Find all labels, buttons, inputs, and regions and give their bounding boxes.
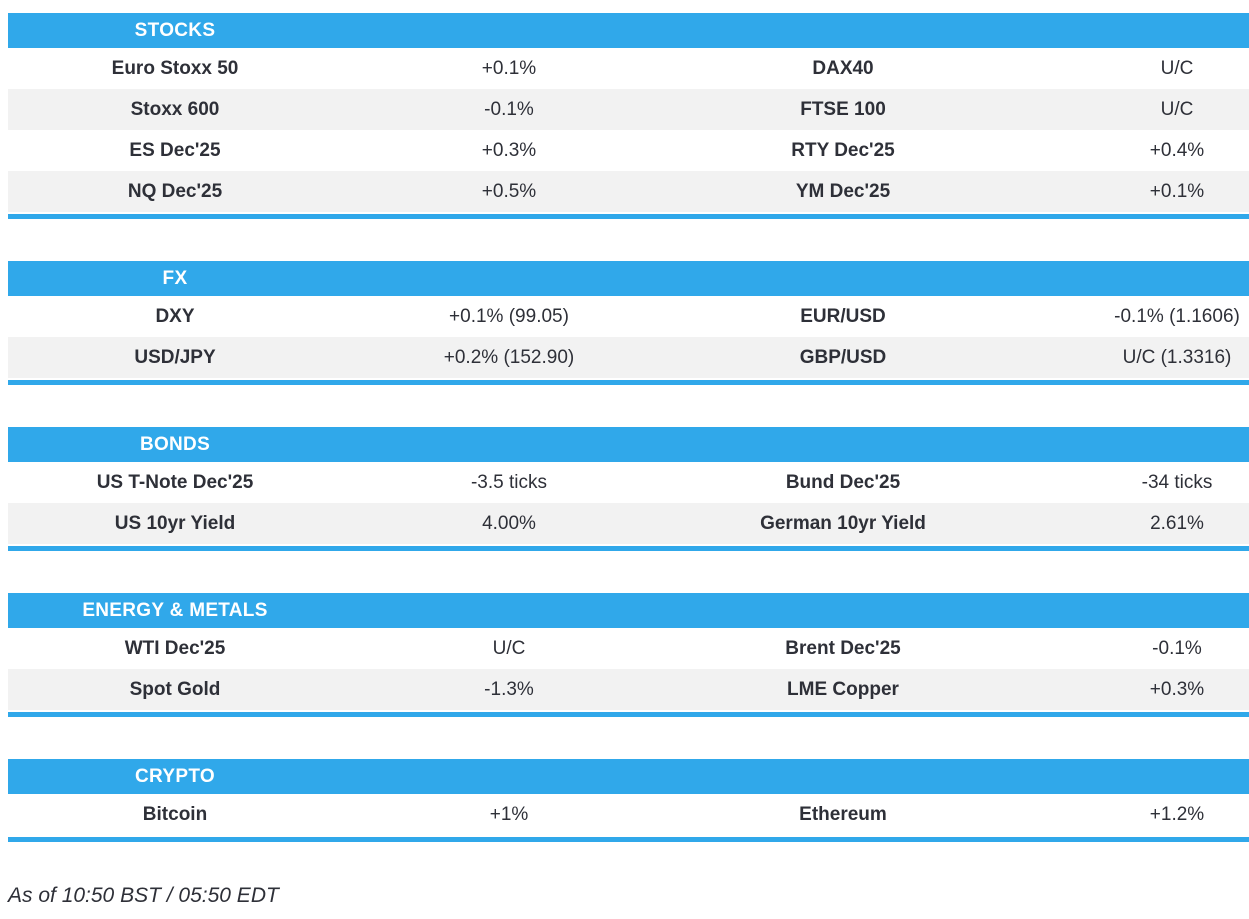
instrument-change: -3.5 ticks [470,471,548,493]
instrument-name: WTI Dec'25 [124,637,226,659]
instrument-change: +0.3% [1149,678,1205,700]
section-title: ENERGY & METALS [82,599,268,621]
instrument-name: Bitcoin [142,803,208,825]
section-header: FX [8,261,1249,296]
instrument-name: USD/JPY [134,346,216,368]
instrument-name: YM Dec'25 [795,180,891,202]
instrument-change: +0.1% (99.05) [449,305,569,327]
instrument-name: Ethereum [799,803,887,825]
instrument-change: -0.1% (1.1606) [1114,305,1240,327]
section-header: BONDS [8,427,1249,462]
instrument-change: U/C [1160,57,1194,79]
instrument-change: 2.61% [1150,512,1204,534]
instrument-name: NQ Dec'25 [127,180,223,202]
instrument-change: +1% [489,803,529,825]
table-row: Stoxx 600 -0.1% FTSE 100 U/C [8,89,1249,130]
instrument-name: FTSE 100 [800,98,886,120]
instrument-change: +1.2% [1149,803,1205,825]
market-section: ENERGY & METALS WTI Dec'25 U/C Brent Dec'25… [8,593,1249,717]
instrument-name: LME Copper [787,678,899,700]
instrument-name: RTY Dec'25 [791,139,895,161]
instrument-name: Spot Gold [129,678,221,700]
market-section: BONDS US T-Note Dec'25 -3.5 ticks Bund Dec'… [8,427,1249,551]
table-row: ES Dec'25 +0.3% RTY Dec'25 +0.4% [8,130,1249,171]
section-header: ENERGY & METALS [8,593,1249,628]
instrument-change: -1.3% [484,678,534,700]
instrument-name: US T-Note Dec'25 [96,471,254,493]
instrument-name: US 10yr Yield [114,512,236,534]
section-bottom-bar [8,380,1249,385]
table-row: Euro Stoxx 50 +0.1% DAX40 U/C [8,48,1249,89]
instrument-change: 4.00% [482,512,536,534]
table-row: USD/JPY +0.2% (152.90) GBP/USD U/C (1.3316) [8,337,1249,378]
instrument-name: ES Dec'25 [129,139,221,161]
section-bottom-bar [8,837,1249,842]
instrument-change: +0.5% [481,180,537,202]
section-title: FX [162,267,188,289]
instrument-change: -0.1% [484,98,534,120]
instrument-change: +0.1% [481,57,537,79]
instrument-name: GBP/USD [799,346,887,368]
instrument-name: German 10yr Yield [760,512,926,534]
table-row: US T-Note Dec'25 -3.5 ticks Bund Dec'25 -34… [8,462,1249,503]
table-row: NQ Dec'25 +0.5% YM Dec'25 +0.1% [8,171,1249,212]
table-row: Spot Gold -1.3% LME Copper +0.3% [8,669,1249,710]
instrument-change: U/C [1160,98,1194,120]
market-tables: STOCKS Euro Stoxx 50 +0.1% DAX40 U/C Stoxx 60… [8,13,1249,842]
instrument-change: -0.1% [1152,637,1202,659]
table-row: US 10yr Yield 4.00% German 10yr Yield 2.61% [8,503,1249,544]
instrument-name: DAX40 [812,57,874,79]
instrument-name: Euro Stoxx 50 [111,57,239,79]
instrument-name: Brent Dec'25 [785,637,901,659]
section-bottom-bar [8,546,1249,551]
instrument-change: +0.4% [1149,139,1205,161]
instrument-change: +0.3% [481,139,537,161]
table-row: WTI Dec'25 U/C Brent Dec'25 -0.1% [8,628,1249,669]
instrument-change: U/C (1.3316) [1122,346,1232,368]
section-header: STOCKS [8,13,1249,48]
section-title: CRYPTO [135,765,215,787]
instrument-change: -34 ticks [1141,471,1213,493]
instrument-name: EUR/USD [800,305,886,327]
instrument-change: U/C [492,637,526,659]
section-title: BONDS [139,433,211,455]
instrument-name: Stoxx 600 [130,98,220,120]
market-section: FX DXY +0.1% (99.05) EUR/USD -0.1% (1.1606) U… [8,261,1249,385]
section-bottom-bar [8,712,1249,717]
section-header: CRYPTO [8,759,1249,794]
table-row: Bitcoin +1% Ethereum +1.2% [8,794,1249,835]
instrument-name: DXY [155,305,195,327]
section-bottom-bar [8,214,1249,219]
instrument-change: +0.2% (152.90) [443,346,575,368]
instrument-change: +0.1% [1149,180,1205,202]
section-title: STOCKS [134,19,216,41]
market-section: STOCKS Euro Stoxx 50 +0.1% DAX40 U/C Stoxx 60… [8,13,1249,219]
instrument-name: Bund Dec'25 [785,471,901,493]
table-row: DXY +0.1% (99.05) EUR/USD -0.1% (1.1606) [8,296,1249,337]
as-of-timestamp: As of 10:50 BST / 05:50 EDT [8,884,279,907]
market-section: CRYPTO Bitcoin +1% Ethereum +1.2% [8,759,1249,842]
